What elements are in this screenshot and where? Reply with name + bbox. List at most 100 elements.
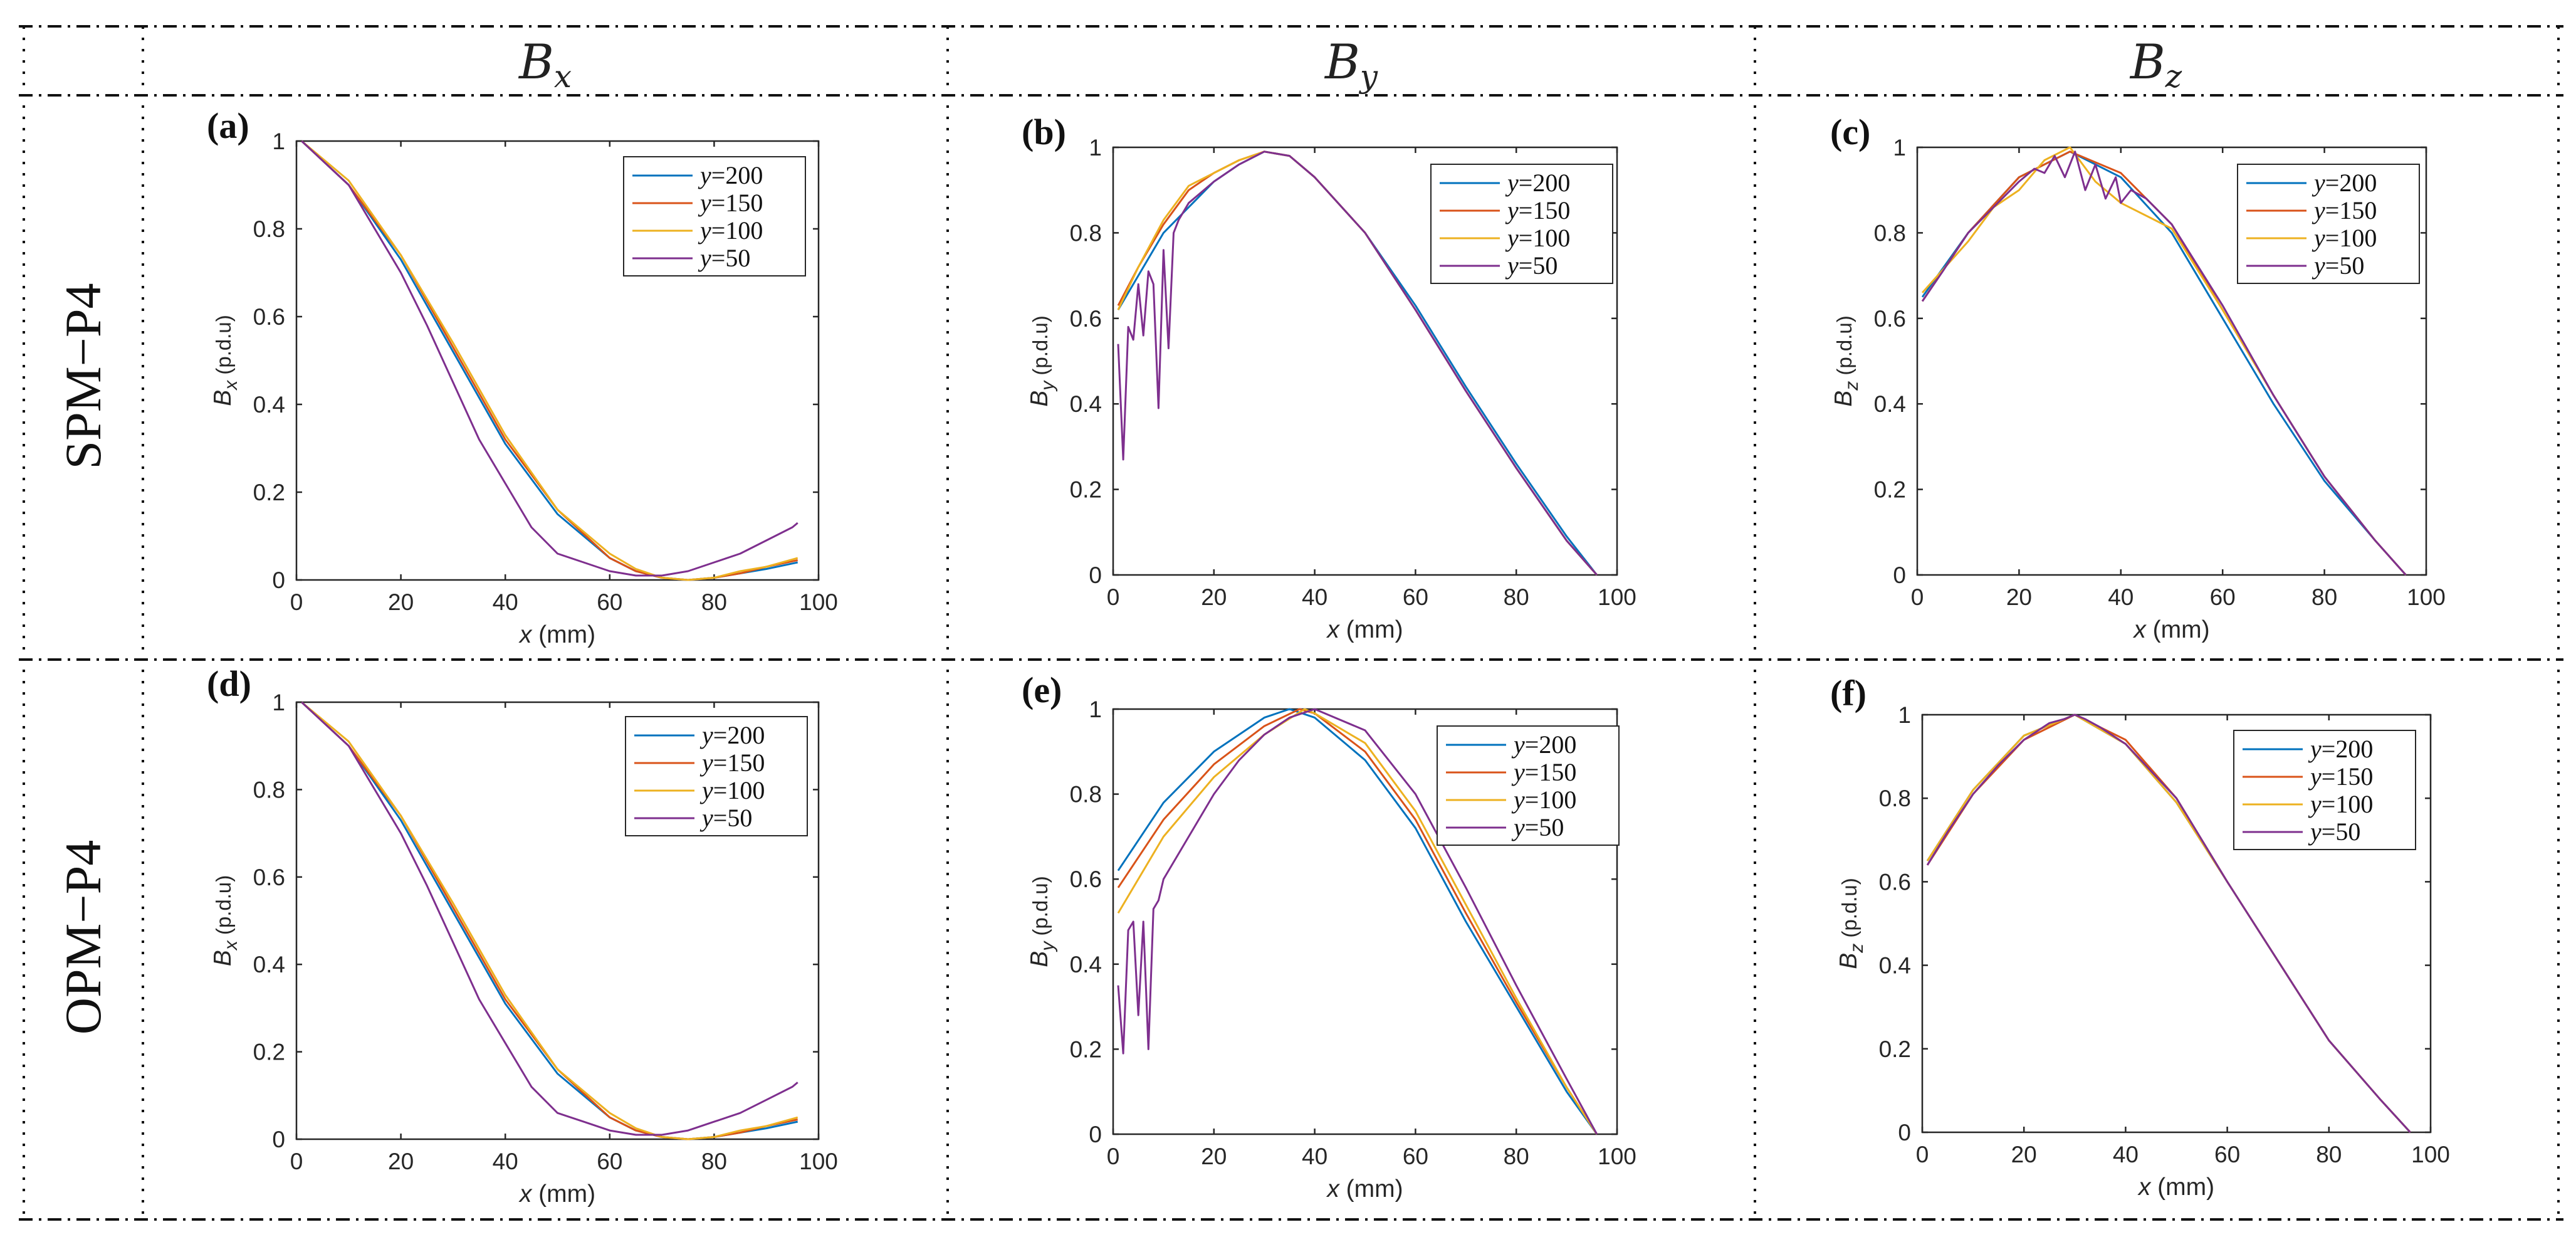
y-tick-label: 0.8 — [1070, 220, 1102, 246]
y-tick-label: 0.8 — [253, 777, 285, 803]
x-tick-label: 40 — [493, 589, 518, 615]
legend-entry: y=200 — [698, 161, 763, 189]
x-axis-label: x (mm) — [518, 621, 595, 648]
y-tick-label: 0.2 — [253, 480, 285, 505]
column-header-by: By — [1324, 34, 1378, 95]
legend-box — [2237, 164, 2420, 284]
y-tick-label: 1 — [1089, 135, 1102, 161]
axes-box — [295, 701, 820, 1140]
panel-label: (e) — [1022, 670, 1062, 710]
y-axis-label: Bx (p.d.u) — [209, 875, 241, 967]
y-tick-label: 0.2 — [1879, 1036, 1911, 1062]
legend-entry: y=100 — [1505, 224, 1570, 252]
x-tick-label: 100 — [799, 1149, 838, 1174]
y-tick-label: 0.6 — [253, 304, 285, 330]
legend-entry: y=50 — [698, 244, 750, 272]
legend-entry: y=100 — [2312, 224, 2377, 252]
y-tick-label: 1 — [1898, 702, 1911, 728]
y-tick-label: 0.8 — [1874, 220, 1906, 246]
chart-b: (b) 0 20 40 60 80 100 0 0.2 0.4 0.6 0.8 1 x (mm) By (p… — [1022, 112, 1636, 643]
series-line-y-100 — [301, 701, 798, 1140]
axes-box — [1112, 146, 1618, 576]
x-tick-label: 0 — [1916, 1142, 1929, 1167]
y-axis-label: Bx (p.d.u) — [209, 315, 241, 406]
axes-box — [295, 140, 820, 581]
y-tick-label: 0.2 — [1070, 1036, 1102, 1062]
y-tick-label: 0.4 — [253, 952, 285, 977]
y-tick-label: 0.8 — [1070, 782, 1102, 808]
y-tick-label: 0.6 — [253, 865, 285, 890]
legend-entry: y=50 — [1511, 813, 1564, 841]
x-tick-label: 0 — [1107, 584, 1120, 610]
x-tick-label: 20 — [388, 589, 414, 615]
y-tick-label: 0.6 — [1070, 306, 1102, 332]
row-label-opm: OPM−P4 — [55, 840, 112, 1035]
y-tick-label: 1 — [1089, 697, 1102, 722]
x-tick-label: 40 — [2113, 1142, 2139, 1167]
x-tick-label: 80 — [1504, 1144, 1529, 1169]
legend-entry: y=150 — [699, 749, 765, 777]
x-tick-label: 60 — [2210, 584, 2236, 610]
x-tick-label: 60 — [597, 589, 622, 615]
legend-entry: y=200 — [2312, 169, 2377, 197]
y-tick-label: 1 — [272, 690, 285, 715]
legend-entry: y=150 — [1505, 196, 1570, 224]
x-tick-label: 100 — [2407, 584, 2446, 610]
chart-e: (e) 0 20 40 60 80 100 0 0.2 0.4 0.6 0.8 1 x (mm) By (p… — [1022, 670, 1636, 1203]
legend-entry: y=100 — [699, 776, 765, 804]
x-tick-label: 100 — [799, 589, 838, 615]
y-axis-label: Bz (p.d.u) — [1835, 878, 1867, 969]
x-tick-label: 40 — [2108, 584, 2134, 610]
x-tick-label: 60 — [1403, 1144, 1428, 1169]
legend-box — [2233, 730, 2416, 850]
row-label-spm: SPM−P4 — [55, 283, 112, 470]
chart-d: (d) 0 20 40 60 80 100 0 0.2 0.4 0.6 0.8 1 x (mm) Bx (p… — [207, 663, 838, 1208]
y-tick-label: 1 — [272, 129, 285, 154]
axes-box — [1921, 713, 2432, 1134]
panel-label: (b) — [1022, 112, 1066, 152]
y-axis-label: By (p.d.u) — [1026, 876, 1058, 967]
y-tick-label: 0 — [1089, 562, 1102, 588]
legend-box — [623, 156, 806, 276]
legend-entry: y=150 — [698, 189, 763, 217]
legend-entry: y=100 — [1511, 786, 1576, 814]
series-line-y-100 — [1117, 708, 1598, 1135]
series-line-y-50 — [1921, 150, 2407, 576]
x-tick-label: 0 — [290, 1149, 303, 1174]
y-tick-label: 0 — [1898, 1120, 1911, 1145]
legend-entry: y=100 — [698, 216, 763, 245]
x-axis-label: x (mm) — [1326, 616, 1403, 643]
y-tick-label: 0.2 — [253, 1040, 285, 1065]
table-frame — [19, 25, 2563, 1221]
x-tick-label: 100 — [1598, 584, 1636, 610]
y-tick-label: 0.4 — [253, 392, 285, 418]
x-tick-label: 80 — [701, 589, 727, 615]
x-tick-label: 20 — [1201, 1144, 1227, 1169]
x-tick-label: 40 — [1302, 1144, 1327, 1169]
y-tick-label: 0.2 — [1874, 477, 1906, 503]
y-tick-label: 0 — [1893, 562, 1906, 588]
legend-entry: y=150 — [1511, 758, 1576, 786]
series-line-y-150 — [1117, 708, 1598, 1135]
y-tick-label: 0.2 — [1070, 477, 1102, 503]
x-tick-label: 100 — [1598, 1144, 1636, 1169]
series-line-y-100 — [301, 140, 798, 581]
column-header-bz: Bz — [2129, 34, 2182, 95]
legend-box — [625, 716, 808, 836]
y-tick-label: 0.6 — [1874, 306, 1906, 332]
legend-entry: y=200 — [1505, 169, 1570, 197]
legend-entry: y=200 — [1511, 730, 1576, 759]
legend-entry: y=150 — [2312, 196, 2377, 224]
x-tick-label: 60 — [2214, 1142, 2240, 1167]
series-line-y-50 — [301, 701, 798, 1136]
panel-label: (a) — [207, 105, 249, 146]
x-tick-label: 40 — [493, 1149, 518, 1174]
legend-entry: y=200 — [699, 721, 765, 749]
series-line-y-50 — [1117, 150, 1598, 576]
x-tick-label: 0 — [1107, 1144, 1120, 1169]
x-axis-label: x (mm) — [518, 1181, 595, 1208]
legend-entry: y=50 — [699, 804, 752, 832]
x-tick-label: 100 — [2411, 1142, 2450, 1167]
